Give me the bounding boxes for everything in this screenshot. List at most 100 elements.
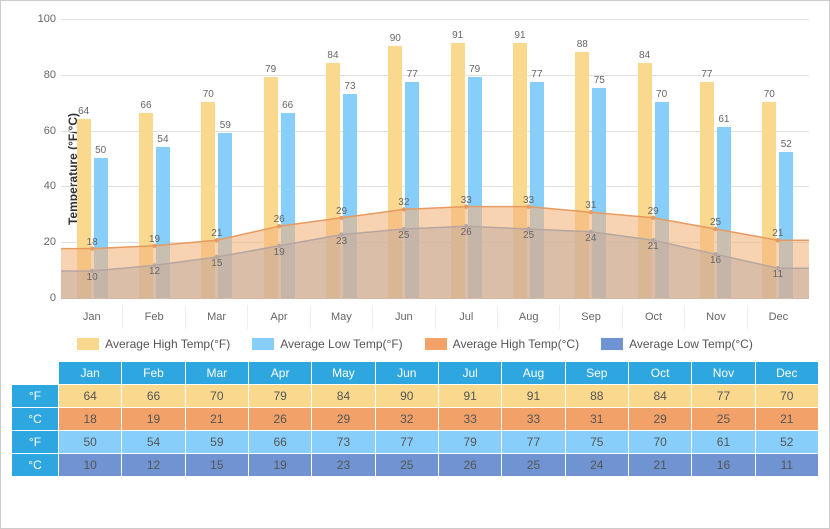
bar <box>530 82 544 298</box>
table-cell: 21 <box>756 408 818 430</box>
area-value-label: 31 <box>585 200 596 211</box>
table-cell: 59 <box>186 431 248 453</box>
area-value-label: 18 <box>87 237 98 248</box>
area-value-label: 16 <box>710 255 721 266</box>
area-value-label: 26 <box>461 227 472 238</box>
area-value-label: 11 <box>773 269 783 280</box>
table-cell: 88 <box>566 385 628 407</box>
x-tick: May <box>310 305 372 329</box>
table-cell: 31 <box>566 408 628 430</box>
bar-value-label: 79 <box>256 64 286 75</box>
table-cell: 10 <box>59 454 121 476</box>
area-value-label: 29 <box>336 206 347 217</box>
area-value-label: 29 <box>648 206 659 217</box>
y-tick: 80 <box>31 69 56 81</box>
bar-group: 9177 <box>497 19 559 298</box>
bar-group: 84 70 <box>622 19 684 298</box>
table-cell: 32 <box>376 408 438 430</box>
table-header-cell: Nov <box>692 362 754 384</box>
area-value-label: 32 <box>398 197 409 208</box>
table-cell: 33 <box>439 408 501 430</box>
y-tick: 100 <box>31 13 56 25</box>
table-header-cell: Mar <box>186 362 248 384</box>
table-header-cell: Feb <box>122 362 184 384</box>
bar <box>218 133 232 298</box>
table-cell: 70 <box>186 385 248 407</box>
y-tick: 0 <box>31 292 56 304</box>
table-header-cell: Oct <box>629 362 691 384</box>
table-cell: 52 <box>756 431 818 453</box>
table-cell: 11 <box>756 454 818 476</box>
table-header-cell: Aug <box>502 362 564 384</box>
bar-value-label: 70 <box>647 89 677 100</box>
legend-swatch <box>601 338 623 350</box>
area-value-label: 21 <box>772 228 783 239</box>
bar-value-label: 77 <box>692 69 722 80</box>
bar-value-label: 50 <box>86 145 116 156</box>
table-cell: 26 <box>249 408 311 430</box>
area-value-label: 33 <box>523 195 534 206</box>
bar <box>405 82 419 298</box>
table-cell: 91 <box>439 385 501 407</box>
bar-value-label: 88 <box>567 39 597 50</box>
bar-group: 9077 <box>373 19 435 298</box>
bar-value-label: 61 <box>709 114 739 125</box>
bar-value-label: 91 <box>443 30 473 41</box>
temperature-table: JanFebMarAprMayJunJulAugSepOctNovDec°F64… <box>11 361 819 477</box>
bar-value-label: 73 <box>335 81 365 92</box>
bar <box>513 43 527 298</box>
table-cell: 84 <box>312 385 374 407</box>
bar <box>655 102 669 298</box>
area-value-label: 25 <box>398 230 409 241</box>
table-cell: 66 <box>249 431 311 453</box>
table-cell: 90 <box>376 385 438 407</box>
y-tick: 40 <box>31 180 56 192</box>
bar-value-label: 90 <box>380 33 410 44</box>
table-row: °C101215192325262524211611 <box>12 454 818 476</box>
area-value-label: 23 <box>336 236 347 247</box>
bar-value-label: 84 <box>630 50 660 61</box>
gridline <box>61 298 809 299</box>
x-tick: Apr <box>247 305 309 329</box>
bar-group: 6654 <box>123 19 185 298</box>
table-row-header: °F <box>12 431 58 453</box>
area-value-label: 25 <box>523 230 534 241</box>
bar <box>388 46 402 298</box>
table-cell: 54 <box>122 431 184 453</box>
table-cell: 29 <box>312 408 374 430</box>
table-cell: 25 <box>376 454 438 476</box>
table-cell: 33 <box>502 408 564 430</box>
table-header-cell: Jul <box>439 362 501 384</box>
x-tick: Nov <box>684 305 746 329</box>
table-cell: 91 <box>502 385 564 407</box>
bar-value-label: 70 <box>193 89 223 100</box>
y-tick: 20 <box>31 236 56 248</box>
area-value-label: 19 <box>149 234 160 245</box>
table-header-cell: Dec <box>756 362 818 384</box>
legend-swatch <box>252 338 274 350</box>
x-tick: Aug <box>497 305 559 329</box>
table-cell: 79 <box>439 431 501 453</box>
area-value-label: 26 <box>274 214 285 225</box>
area-value-label: 25 <box>710 217 721 228</box>
legend-label: Average Low Temp(°F) <box>280 337 402 351</box>
bar <box>468 77 482 298</box>
temperature-report: Temperature (°F/°C) 02040608010064506654… <box>0 0 830 529</box>
y-tick: 60 <box>31 125 56 137</box>
table-cell: 23 <box>312 454 374 476</box>
table-cell: 66 <box>122 385 184 407</box>
bar-group: 8473 <box>310 19 372 298</box>
table-header-cell: Apr <box>249 362 311 384</box>
table-cell: 21 <box>629 454 691 476</box>
table-cell: 73 <box>312 431 374 453</box>
bars-layer: 6450665470597966847390779179917788758470… <box>61 19 809 298</box>
table-cell: 75 <box>566 431 628 453</box>
bar-group: 7059 <box>186 19 248 298</box>
bar <box>343 94 357 298</box>
bar <box>281 113 295 298</box>
bar-value-label: 52 <box>771 139 801 150</box>
table-cell: 64 <box>59 385 121 407</box>
table-header-cell: Sep <box>566 362 628 384</box>
legend-label: Average High Temp(°C) <box>453 337 579 351</box>
x-tick: Sep <box>559 305 621 329</box>
